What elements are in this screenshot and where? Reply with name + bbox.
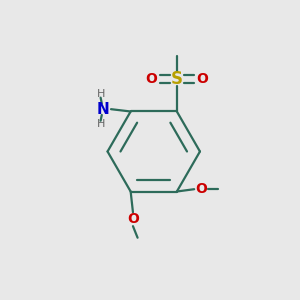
Text: N: N bbox=[97, 102, 109, 117]
Text: O: O bbox=[195, 182, 207, 196]
Text: H: H bbox=[96, 89, 105, 99]
Text: O: O bbox=[196, 72, 208, 86]
Text: H: H bbox=[96, 119, 105, 129]
Text: O: O bbox=[127, 212, 139, 226]
Text: O: O bbox=[146, 72, 158, 86]
Text: S: S bbox=[171, 70, 183, 88]
